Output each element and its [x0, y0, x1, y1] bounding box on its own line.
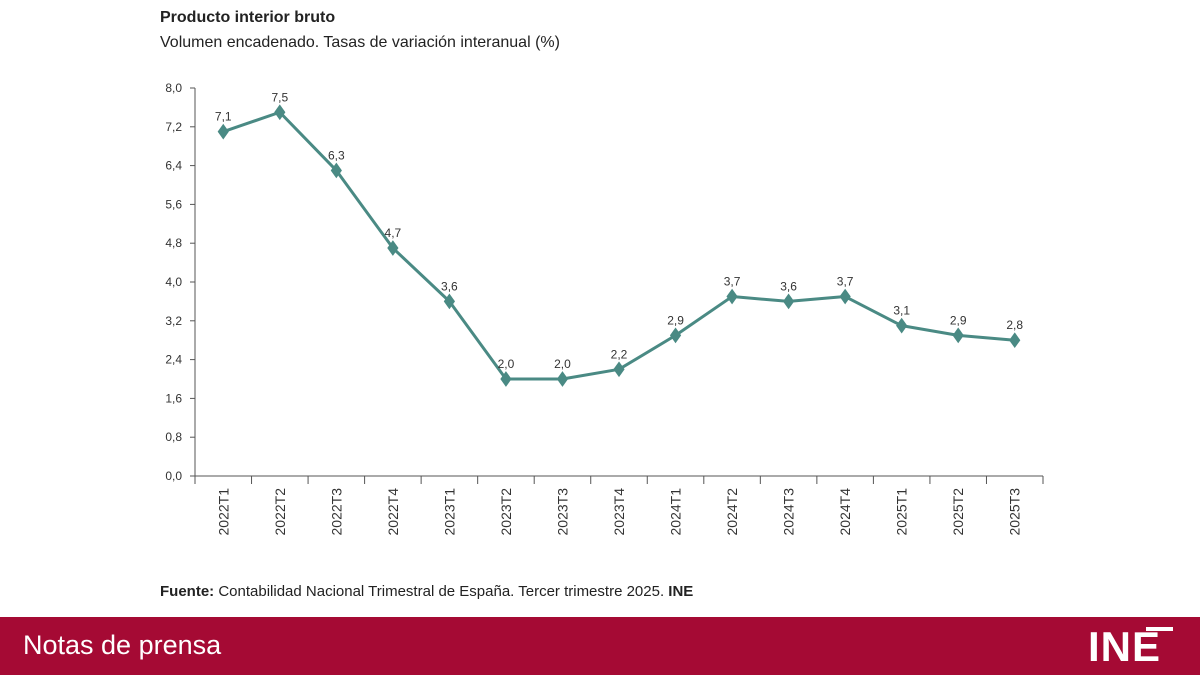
x-tick-label: 2025T2: [950, 488, 966, 536]
source-label: Fuente:: [160, 583, 215, 600]
x-tick-label: 2025T3: [1007, 488, 1023, 536]
data-point-marker: [330, 162, 342, 179]
x-tick-label: 2022T1: [215, 488, 231, 536]
data-point-marker: [896, 317, 908, 334]
data-point-marker: [500, 371, 512, 387]
data-label: 2,0: [554, 357, 571, 371]
y-tick-label: 6,4: [165, 159, 182, 173]
data-label: 3,1: [893, 304, 910, 318]
data-label: 2,8: [1006, 318, 1023, 332]
chart-title: Producto interior bruto: [160, 9, 336, 26]
y-tick-label: 4,0: [165, 275, 182, 289]
x-tick-label: 2023T3: [554, 488, 570, 536]
data-label: 2,0: [498, 357, 515, 371]
data-label: 7,1: [215, 110, 232, 124]
data-label: 2,9: [667, 313, 684, 327]
data-point-marker: [782, 293, 795, 310]
x-tick-label: 2022T2: [272, 488, 288, 536]
data-label: 4,7: [385, 226, 402, 240]
y-tick-label: 1,6: [165, 391, 182, 405]
x-tick-label: 2022T4: [385, 488, 401, 536]
y-tick-label: 0,8: [165, 430, 182, 444]
source-org: INE: [668, 583, 694, 600]
logo-macron: [1146, 627, 1173, 631]
data-label: 3,6: [441, 279, 458, 293]
x-tick-label: 2023T2: [498, 488, 514, 536]
data-point-marker: [217, 123, 229, 140]
data-point-marker: [839, 288, 851, 305]
y-tick-label: 0,0: [165, 469, 182, 483]
source-note: Fuente: Contabilidad Nacional Trimestral…: [160, 583, 693, 600]
y-tick-label: 8,0: [165, 81, 182, 95]
chart-subtitle: Volumen encadenado. Tasas de variación i…: [160, 34, 560, 51]
footer-banner: Notas de prensa INE: [0, 617, 1200, 675]
data-label: 3,7: [724, 275, 741, 289]
data-point-marker: [443, 293, 456, 310]
x-tick-label: 2024T2: [724, 488, 740, 536]
data-point-marker: [387, 240, 399, 256]
data-point-marker: [556, 371, 569, 387]
x-tick-label: 2024T1: [668, 488, 684, 536]
line-chart: 0,0 0,8 1,6 2,4 3,2 4,0 4,8 5,6 6,4 7,2 8,0 2022T1 2…: [165, 81, 1044, 536]
y-tick-label: 2,4: [165, 353, 182, 367]
y-tick-label: 5,6: [165, 197, 182, 211]
x-tick-label: 2024T3: [781, 488, 797, 536]
data-label: 6,3: [328, 148, 345, 162]
x-tick-label: 2023T1: [441, 488, 457, 536]
x-tick-label: 2025T1: [894, 488, 910, 536]
data-point-marker: [669, 327, 682, 344]
x-tick-label: 2024T4: [837, 488, 853, 536]
data-point-marker: [274, 104, 286, 121]
x-tick-label: 2022T3: [328, 488, 344, 536]
data-point-marker: [1009, 332, 1021, 349]
data-point-marker: [952, 327, 964, 344]
data-label: 2,9: [950, 313, 967, 327]
data-label: 7,5: [271, 90, 288, 104]
data-label: 2,2: [611, 347, 628, 361]
data-label: 3,6: [780, 279, 797, 293]
x-tick-label: 2023T4: [611, 488, 627, 536]
logo-text: INE: [1088, 623, 1162, 670]
data-point-marker: [726, 288, 738, 305]
footer-title: Notas de prensa: [23, 630, 222, 660]
data-point-marker: [613, 361, 625, 378]
data-label: 3,7: [837, 275, 854, 289]
ine-logo: INE: [1088, 625, 1188, 669]
y-tick-label: 7,2: [165, 120, 182, 134]
y-tick-label: 4,8: [165, 236, 182, 250]
y-tick-label: 3,2: [165, 314, 182, 328]
source-text: Contabilidad Nacional Trimestral de Espa…: [214, 583, 669, 600]
